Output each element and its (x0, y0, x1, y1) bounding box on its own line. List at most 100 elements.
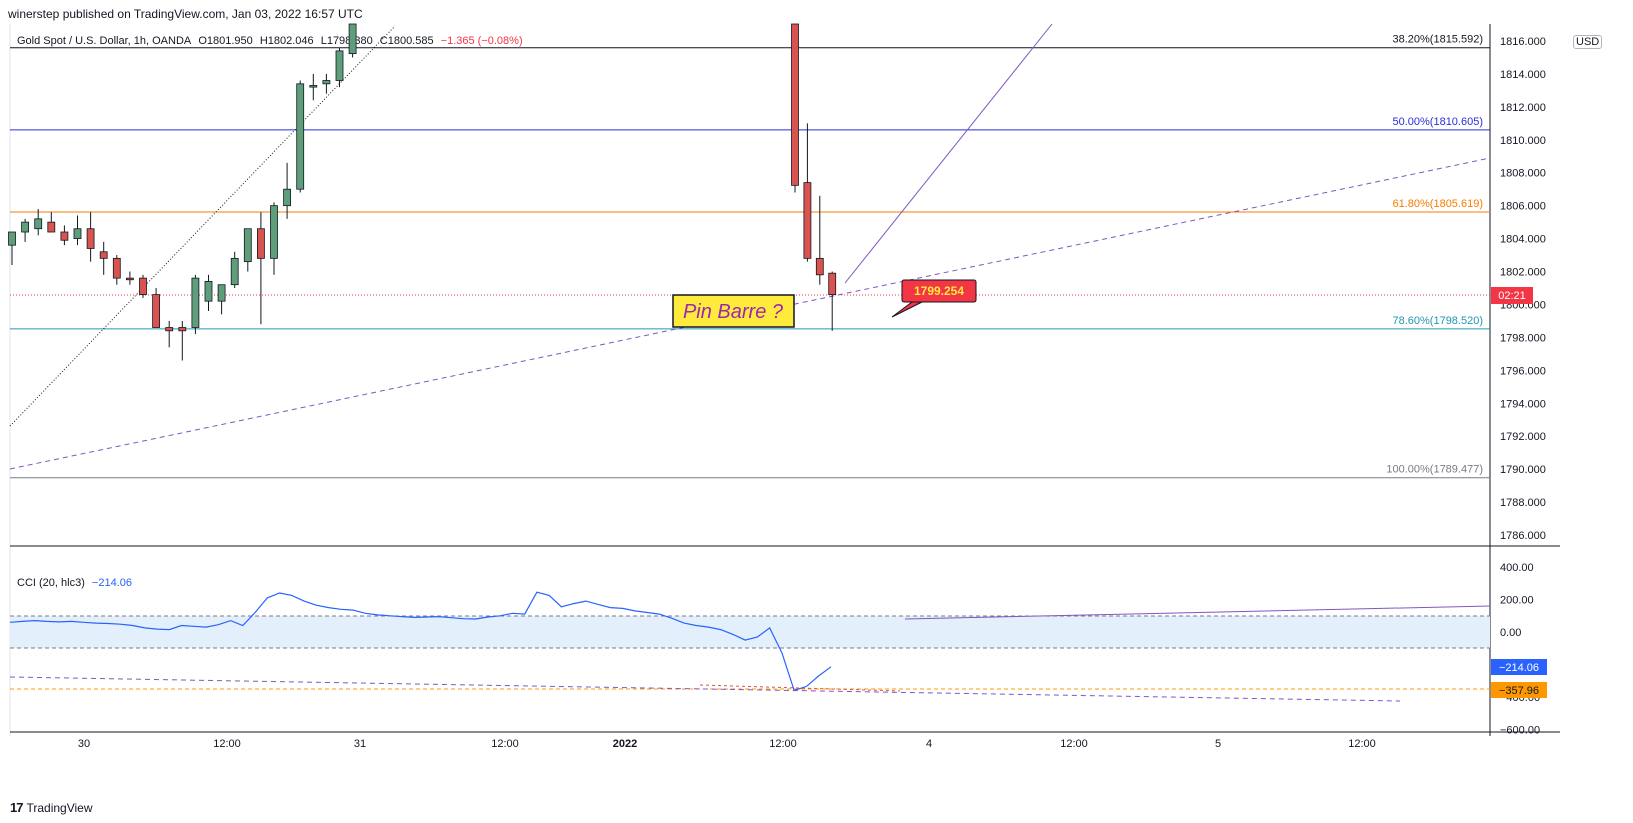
tradingview-logo-icon: 17 (10, 800, 24, 815)
price-tick-label: 1792.000 (1500, 431, 1546, 443)
candle[interactable] (217, 284, 226, 315)
candle[interactable] (803, 123, 812, 262)
candle-body (335, 50, 344, 81)
currency-button[interactable]: USD (1573, 35, 1603, 49)
fib-level-label: 78.60%(1798.520) (1392, 315, 1483, 327)
candle-body (112, 257, 121, 279)
cci-band-fill (10, 616, 1490, 648)
current-price-tag-text: 02:21 (1498, 290, 1526, 302)
candle[interactable] (178, 320, 187, 361)
candle-body (283, 188, 292, 207)
candle[interactable] (309, 73, 318, 101)
candle[interactable] (348, 23, 357, 58)
cci-tick-label: 200.00 (1500, 595, 1534, 607)
candle[interactable] (126, 271, 134, 285)
candle[interactable] (21, 218, 30, 242)
legend-low: L1798.380 (320, 35, 373, 47)
current-price-tag: 02:21 (1491, 287, 1533, 304)
candle[interactable] (99, 241, 108, 275)
pin-bar-label-box (672, 294, 795, 328)
candle-body (191, 277, 200, 328)
cci-value-tag-text: −214.06 (1499, 662, 1539, 674)
pin-bar-annotation[interactable]: Pin Barre ? (672, 294, 795, 328)
candle-body (204, 281, 213, 302)
symbol-name[interactable]: Gold Spot / U.S. Dollar, 1h, OANDA (17, 35, 192, 47)
candle-body (60, 231, 69, 241)
dotted-uptrend-line[interactable] (9, 25, 396, 427)
cci-solid-trendline[interactable] (904, 605, 1491, 620)
candle[interactable] (8, 231, 16, 265)
candle[interactable] (165, 320, 174, 348)
candle[interactable] (283, 162, 292, 219)
price-tick-label: 1812.000 (1500, 102, 1546, 114)
price-tick-label: 1804.000 (1500, 234, 1546, 246)
price-tick-label: 1816.000 (1500, 36, 1546, 48)
candle-body (152, 294, 161, 328)
price-callout[interactable]: 1799.254 (891, 279, 977, 318)
candle-body (86, 228, 95, 249)
candle[interactable] (73, 215, 82, 246)
candle-body (270, 205, 278, 259)
candle[interactable] (191, 274, 200, 335)
price-tick-label: 1794.000 (1500, 398, 1546, 410)
time-tick-label: 12:00 (213, 738, 241, 750)
candle[interactable] (335, 47, 344, 88)
price-callout-box (901, 279, 977, 303)
candle[interactable] (828, 271, 837, 331)
candle[interactable] (322, 73, 331, 94)
time-tick-label: 12:00 (1348, 738, 1376, 750)
candle[interactable] (139, 274, 147, 298)
candle[interactable] (243, 228, 252, 272)
candle[interactable] (34, 208, 43, 236)
candle-body (126, 277, 134, 281)
candle[interactable] (112, 255, 121, 285)
projection-trendline[interactable] (844, 23, 1053, 284)
candle-body (803, 182, 812, 259)
legend-change: −1.365 (−0.08%) (440, 35, 523, 47)
cci-legend-name: CCI (20, hlc3) (17, 577, 85, 589)
price-callout-text: 1799.254 (914, 284, 964, 298)
candle[interactable] (791, 23, 799, 193)
candle-body (165, 327, 174, 332)
symbol-legend: Gold Spot / U.S. Dollar, 1h, OANDA O1801… (17, 35, 527, 47)
candle-body (828, 272, 837, 295)
price-tick-label: 1806.000 (1500, 201, 1546, 213)
time-tick-label: 30 (78, 738, 90, 750)
legend-open: O1801.950 (198, 35, 253, 47)
candle[interactable] (296, 80, 305, 193)
candle-body (256, 228, 265, 259)
tradingview-branding[interactable]: 17 TradingView (10, 800, 93, 815)
fib-level-label: 100.00%(1789.477) (1386, 464, 1483, 476)
candle-body (243, 228, 252, 263)
legend-high: H1802.046 (259, 35, 314, 47)
pin-bar-label-text: Pin Barre ? (683, 301, 784, 323)
price-callout-pointer (891, 301, 923, 318)
candle[interactable] (204, 274, 213, 312)
candle-body (8, 231, 16, 246)
candle[interactable] (86, 212, 95, 262)
candle-body (73, 228, 82, 240)
published-header: winerstep published on TradingView.com, … (8, 7, 363, 21)
price-tick-label: 1810.000 (1500, 135, 1546, 147)
candle[interactable] (256, 212, 265, 325)
price-tick-label: 1790.000 (1500, 464, 1546, 476)
candle[interactable] (815, 195, 824, 285)
cci-line[interactable] (9, 591, 832, 692)
candle[interactable] (270, 202, 278, 275)
fib-level-label: 38.20%(1815.592) (1392, 34, 1483, 46)
candle-body (178, 327, 187, 332)
price-tick-label: 1786.000 (1500, 530, 1546, 542)
candle-body (791, 23, 799, 186)
cci-legend-value: −214.06 (91, 577, 132, 589)
cci-line-tag: −357.96 (1491, 682, 1547, 698)
fib-level-label: 61.80%(1805.619) (1392, 198, 1483, 210)
candle[interactable] (152, 288, 161, 328)
candle[interactable] (230, 251, 239, 288)
cci-legend[interactable]: CCI (20, hlc3) −214.06 (17, 577, 132, 589)
cci-dashed-trendline[interactable] (9, 676, 1401, 702)
candle[interactable] (60, 225, 69, 246)
candle[interactable] (47, 212, 56, 233)
price-tick-label: 1808.000 (1500, 168, 1546, 180)
time-tick-label: 12:00 (491, 738, 519, 750)
